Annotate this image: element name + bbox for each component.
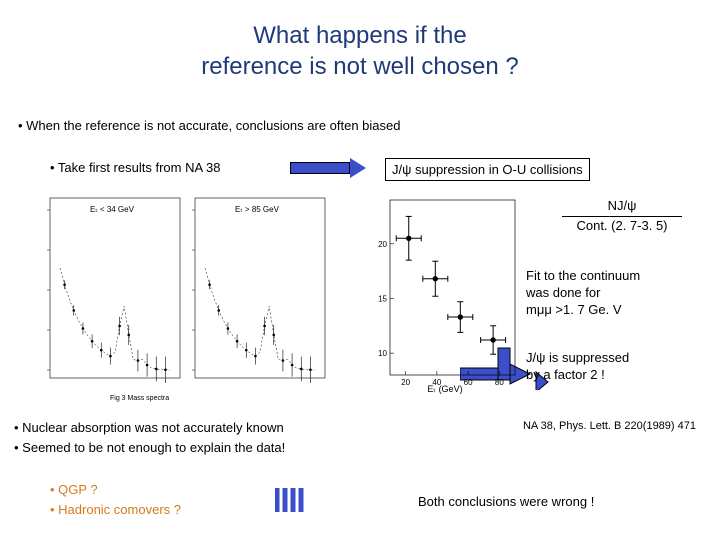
left-panel-label-2: Eₜ > 85 GeV [235, 205, 280, 214]
citation: NA 38, Phys. Lett. B 220(1989) 471 [523, 420, 696, 432]
hatch-icon [275, 486, 315, 516]
svg-text:20: 20 [401, 378, 410, 387]
svg-text:60: 60 [464, 378, 473, 387]
slide-title: What happens if the reference is not wel… [0, 0, 720, 82]
ratio-formula: NJ/ψ Cont. (2. 7-3. 5) [562, 198, 682, 235]
sub-bullets: • QGP ? • Hadronic comovers ? [50, 480, 181, 519]
fit-description: Fit to the continuum was done for mμμ >1… [526, 268, 696, 319]
svg-text:80: 80 [495, 378, 504, 387]
mass-spectra-plot: Eₜ < 34 GeV Eₜ > 85 GeV Fig 3 Mass spect… [20, 190, 350, 410]
ratio-vs-et-plot: 20406080101520 Eₜ (GeV) [365, 190, 525, 400]
svg-text:15: 15 [378, 294, 387, 303]
left-panel-label-1: Eₜ < 34 GeV [90, 205, 135, 214]
bullets-bottom: • Nuclear absorption was not accurately … [14, 418, 285, 457]
left-caption: Fig 3 Mass spectra [110, 395, 169, 402]
conclusion: Both conclusions were wrong ! [418, 494, 594, 509]
suppression-statement: J/ψ is suppressed by a factor 2 ! [526, 350, 696, 384]
svg-text:10: 10 [378, 349, 387, 358]
bullet-main: • When the reference is not accurate, co… [18, 118, 401, 133]
right-xlabel: Eₜ (GeV) [427, 384, 462, 394]
boxed-label-suppression: J/ψ suppression in O-U collisions [385, 158, 590, 181]
arrow-right-icon [290, 158, 370, 178]
bullet-take-results: • Take first results from NA 38 [50, 160, 220, 175]
svg-text:20: 20 [378, 240, 387, 249]
